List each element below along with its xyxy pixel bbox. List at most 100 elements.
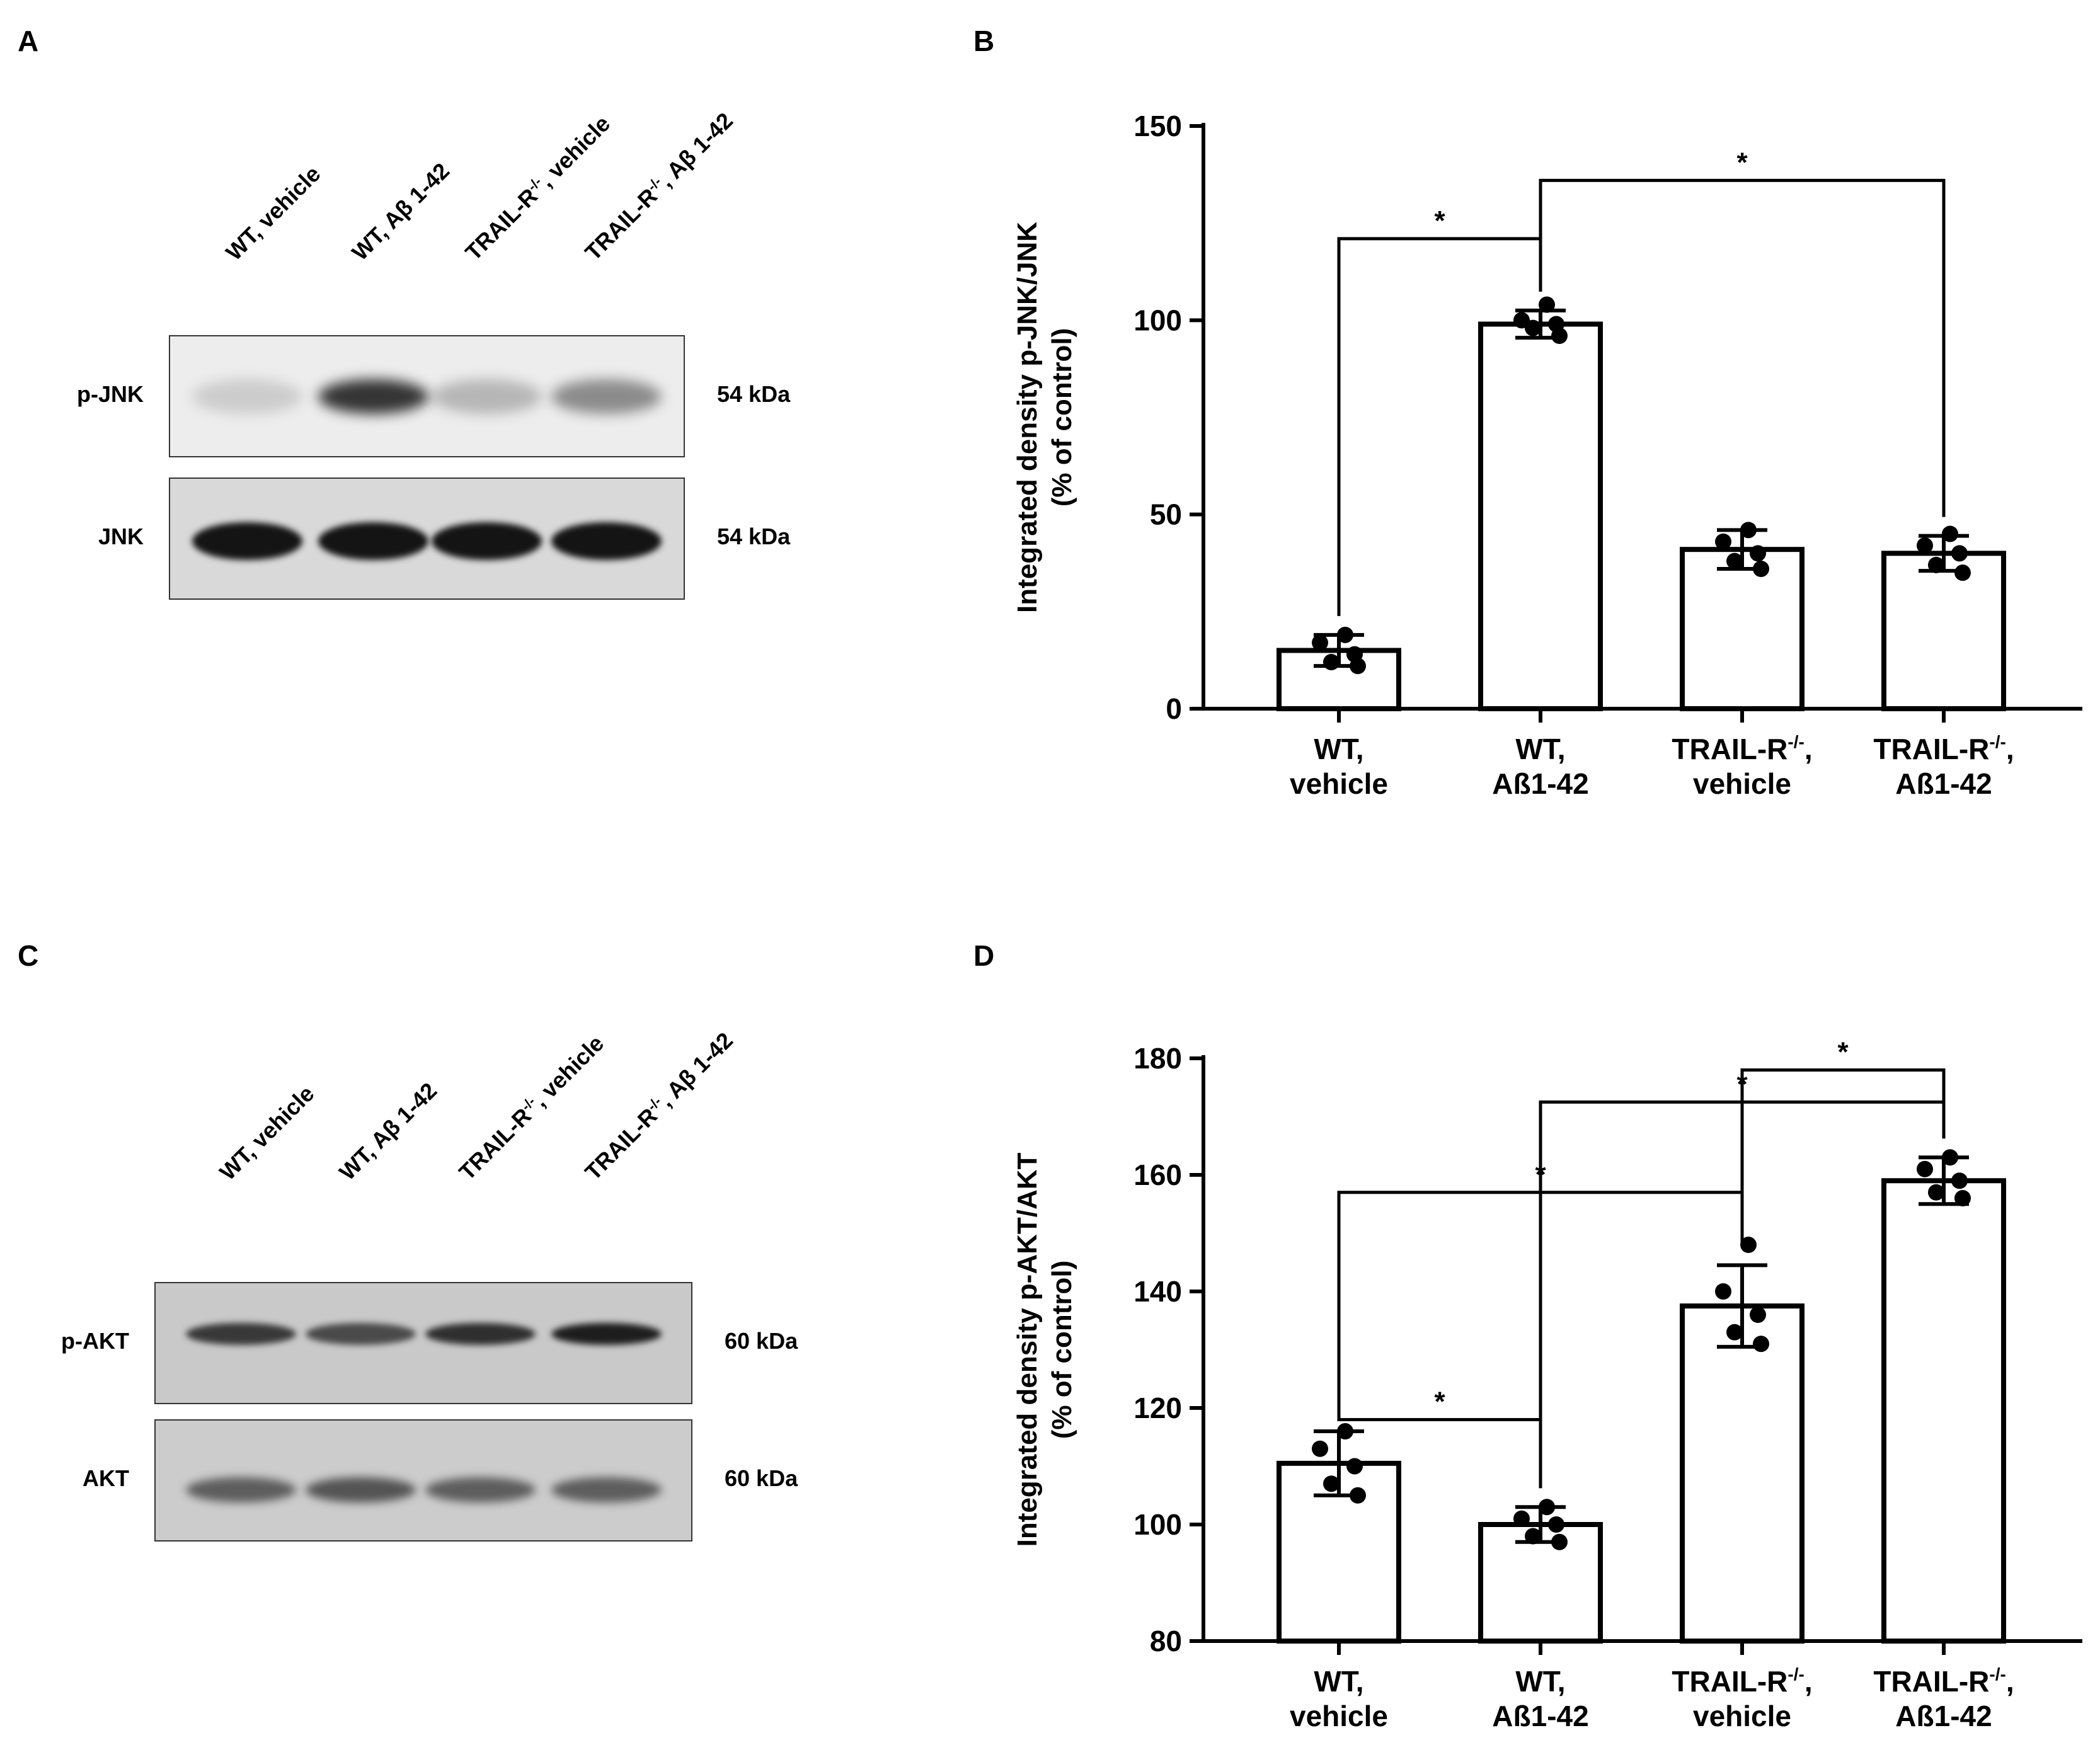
x-tick-label-line2: Aß1-42 [1895,1700,1992,1732]
data-point [1942,525,1958,542]
data-point [1928,1184,1944,1201]
x-tick-label-line2: Aß1-42 [1492,767,1588,800]
y-tick-label: 80 [1150,1625,1182,1657]
bar [1680,547,1805,712]
blot-strip-p-akt [154,1282,692,1404]
blot-band [431,522,542,560]
significance-star: * [1434,205,1445,236]
data-point [1750,1307,1766,1323]
data-point [1715,1283,1731,1300]
data-point [1917,537,1933,554]
blot-band [551,379,662,414]
blot-row-label: p-AKT [61,1328,129,1354]
lane-label-1: WT, vehicle [214,1080,319,1186]
x-tick-label-comma: , [1805,733,1813,765]
data-point [1951,545,1968,562]
x-tick-label: TRAIL-R-/-, [1672,732,1812,765]
blot-band [318,379,428,414]
significance-star: * [1837,1037,1849,1068]
blot-band [425,1477,536,1502]
blot-band [551,1477,662,1502]
data-point [1539,1499,1555,1516]
data-point [1551,328,1568,344]
x-tick-label: TRAIL-R-/-, [1672,1664,1812,1698]
data-point [1513,1510,1530,1527]
y-axis-label: Integrated density p-JNK/JNK [1012,222,1043,613]
data-point [1312,1440,1328,1457]
blot-row-label: JNK [98,524,144,549]
x-tick-label-line2: vehicle [1290,1700,1388,1732]
lane-label-text: TRAIL-R [580,183,663,266]
x-tick-label-line1: WT, [1314,1665,1363,1698]
blot-band [305,1322,416,1345]
significance-star: * [1736,147,1748,178]
lane-label-text: WT, vehicle [214,1080,319,1186]
blot-strip-p-jnk [169,335,685,457]
significance-bracket [1740,1068,1946,1247]
blot-band [551,1322,662,1345]
molecular-weight-label: 54 kDa [717,524,791,549]
bar [1881,551,2006,711]
data-point [1942,1149,1958,1166]
x-tick-label-comma: , [2006,1665,2014,1698]
y-axis-label-units: (% of control) [1047,328,1077,507]
y-tick-label: 100 [1133,1508,1182,1541]
y-tick-label: 140 [1133,1275,1182,1308]
x-tick-label: WT, [1515,1665,1565,1698]
blot-band [192,379,302,414]
lane-label-text: TRAIL-R [454,1102,537,1186]
data-point [1525,1528,1541,1545]
lane-label-text: WT, vehicle [221,161,326,266]
x-tick-label-line1: TRAIL-R [1873,733,1989,765]
y-axis-label: Integrated density p-AKT/AKT [1012,1152,1043,1547]
lane-label-suffix: , vehicle [533,110,616,192]
data-point [1928,556,1944,573]
bar [1680,1303,1805,1644]
lane-label-suffix: , Aβ 1-42 [653,1027,738,1112]
data-point [1715,533,1731,550]
data-point [1753,561,1769,577]
blot-band [192,522,302,560]
x-tick-label-line2: vehicle [1693,767,1791,800]
panel-letter-d: D [973,939,995,972]
significance-bracket [1539,178,1946,517]
lane-label-text: TRAIL-R [460,183,543,266]
data-point [1726,1324,1743,1341]
molecular-weight-label: 60 kDa [725,1465,798,1491]
data-point [1551,1533,1568,1550]
x-tick-label-line2: Aß1-42 [1492,1700,1588,1732]
data-point [1954,1190,1971,1206]
blot-band [318,522,428,560]
y-tick-label: 150 [1133,110,1182,142]
x-tick-label-line1: WT, [1515,1665,1565,1698]
data-point [1548,1516,1564,1533]
data-point [1750,545,1766,562]
x-tick-label-comma: , [1805,1665,1813,1698]
blot-row-label: p-JNK [77,381,144,407]
x-tick-label-line1: TRAIL-R [1672,733,1787,765]
x-tick-label-line1: TRAIL-R [1873,1665,1989,1698]
y-tick-label: 100 [1133,304,1182,336]
data-point [1539,296,1555,313]
blot-band [185,1322,296,1345]
blot-band [431,379,542,414]
x-tick-label-line1: WT, [1515,733,1565,765]
bar [1478,321,1603,711]
lane-label-2: WT, Aβ 1-42 [334,1077,442,1186]
bar-chart-b: 0 50 100 150 Integrated density p-JNK/JNK (% … [1012,110,2082,800]
data-point [1312,634,1328,651]
y-axis-label-units: (% of control) [1047,1261,1077,1439]
blot-row-label: AKT [83,1465,129,1491]
data-point [1740,522,1757,539]
y-tick-label: 160 [1133,1159,1182,1191]
blot-band [425,1322,536,1345]
data-point [1350,658,1366,675]
data-point [1954,564,1971,581]
blot-band [551,522,662,560]
data-point [1323,1475,1340,1492]
x-tick-label: WT, [1314,733,1363,765]
bar [1881,1178,2006,1644]
y-tick-label: 180 [1133,1042,1182,1075]
panel-letter-b: B [973,25,995,57]
data-point [1323,654,1340,670]
